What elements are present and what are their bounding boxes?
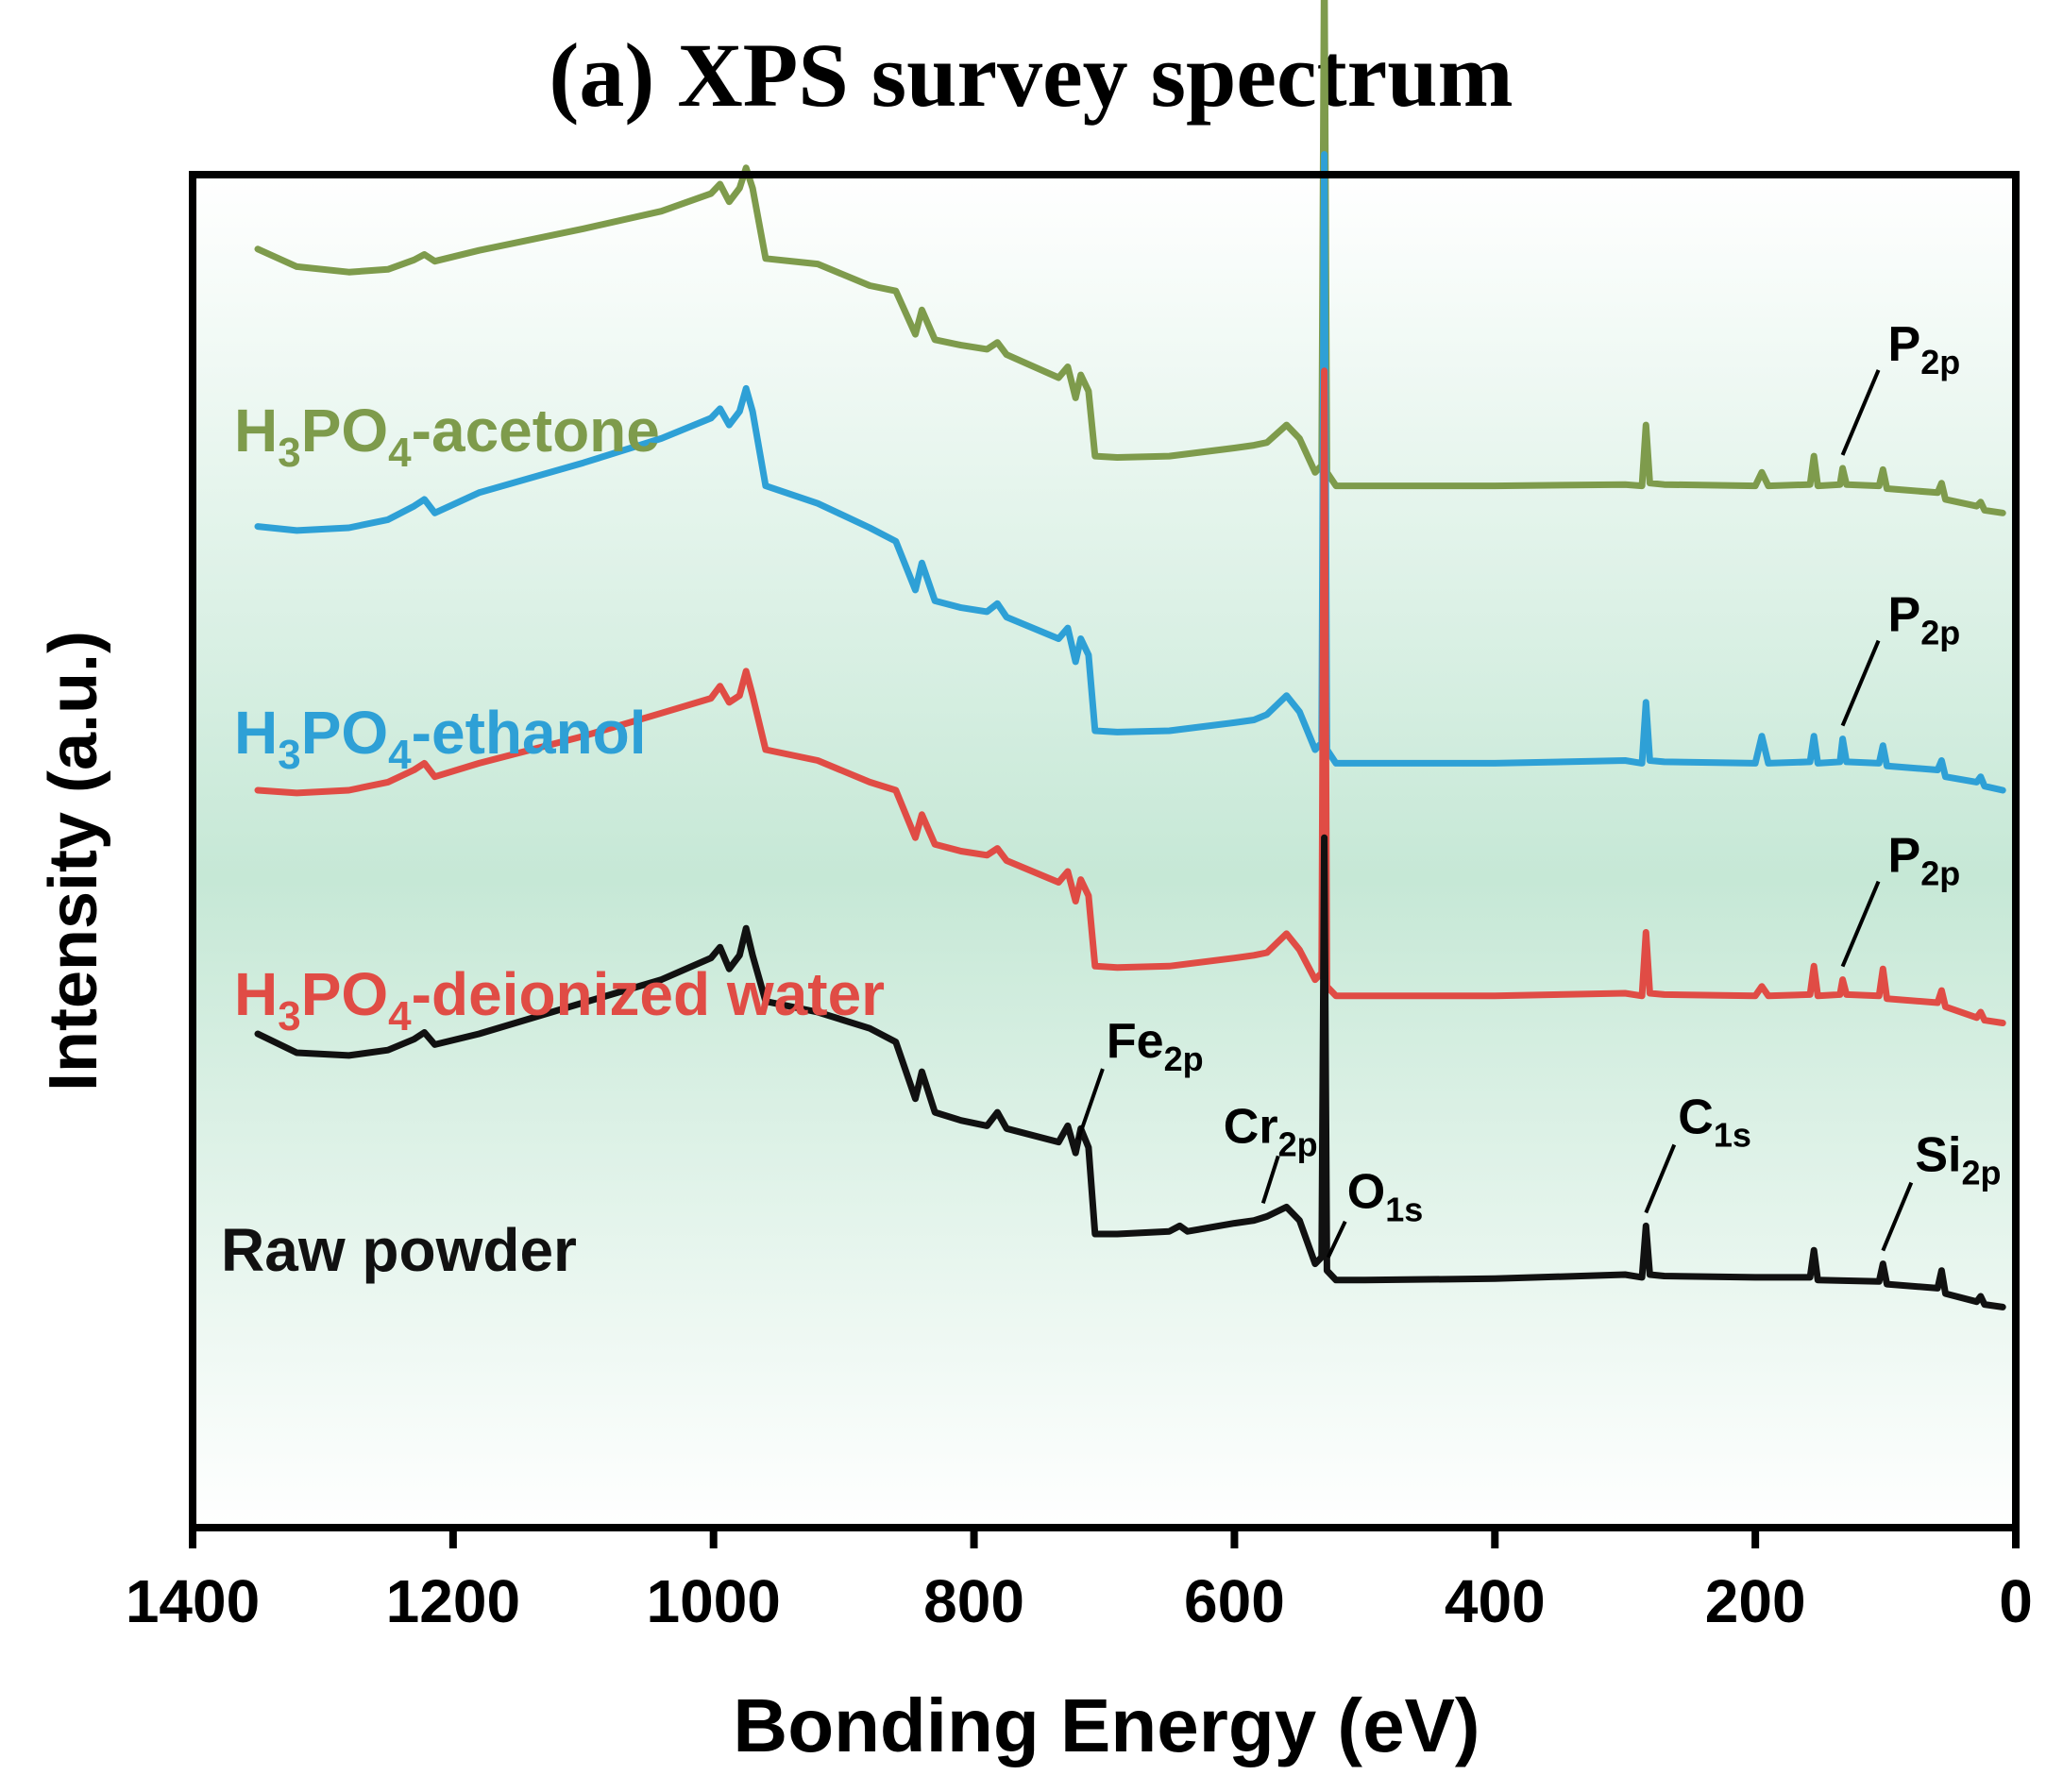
series-label-part: Raw powder [221,1216,577,1284]
annotation-p-2p: P2p [1888,588,1961,652]
series-label-part: 3 [278,430,300,476]
annotation-element: C [1678,1090,1714,1144]
series-label-layer: H3PO4-acetoneH3PO4-ethanolH3PO4-deionize… [221,397,885,1284]
series-label-raw-powder: Raw powder [221,1216,577,1284]
x-axis-label: Bonding Energy (eV) [733,1683,1480,1767]
plot-background [193,175,2016,1528]
annotation-o-1s: O1s [1347,1165,1424,1229]
x-tick-label: 1400 [126,1567,260,1635]
series-label-part: H [234,699,278,767]
series-label-part: -ethanol [412,699,647,767]
annotation-leader-line [1840,369,1881,456]
annotation-element: P [1888,588,1921,643]
series-line-h3po4-ethanol [254,151,2006,794]
y-axis-label: Intensity (a.u.) [36,631,111,1091]
series-label-h3po4-deionized-water: H3PO4-deionized water [234,960,885,1040]
series-label-part: 4 [388,430,412,476]
series-line-raw-powder [254,834,2006,1310]
x-tick-label: 0 [1999,1567,2033,1635]
x-axis-ticks: 1400 1200 1000 800 600 400 200 0 [126,1528,2033,1635]
x-tick-label: 200 [1705,1567,1806,1635]
annotation-leader-line [1260,1155,1280,1205]
annotation-leader-line [1881,1181,1914,1252]
series-label-h3po4-ethanol: H3PO4-ethanol [234,699,647,778]
annotation-orbital: 2p [1920,854,1960,893]
annotation-c-1s: C1s [1678,1090,1751,1154]
series-label-part: -acetone [412,397,660,465]
annotation-orbital: 1s [1385,1191,1423,1229]
series-line-h3po4-deionized-water [254,367,2006,1026]
series-label-part: 4 [388,993,412,1040]
annotation-orbital: 2p [1920,343,1960,381]
series-layer [254,0,2006,1310]
annotation-leader-line [1840,639,1881,727]
x-tick-label: 1000 [647,1567,781,1635]
series-label-part: 3 [278,993,300,1040]
annotation-p-2p: P2p [1888,317,1961,381]
annotation-element: P [1888,317,1921,372]
plot-frame [189,171,2020,1531]
series-label-part: 4 [388,732,412,778]
x-tick-label: 1200 [386,1567,520,1635]
annotation-orbital: 1s [1714,1115,1751,1154]
x-tick-label: 800 [923,1567,1024,1635]
series-label-part: -deionized water [412,960,885,1028]
series-label-part: PO [301,397,388,465]
series-label-part: H [234,960,278,1028]
series-label-part: PO [301,960,388,1028]
annotation-fe-2p: Fe2p [1107,1014,1204,1078]
series-label-part: PO [301,699,388,767]
series-label-part: H [234,397,278,465]
annotation-cr-2p: Cr2p [1224,1099,1318,1163]
annotation-leader-line [1644,1143,1677,1214]
annotation-leader-line [1840,880,1881,968]
series-label-h3po4-acetone: H3PO4-acetone [234,397,660,476]
x-tick-label: 600 [1184,1567,1285,1635]
x-tick-label: 400 [1445,1567,1546,1635]
annotation-p-2p: P2p [1888,829,1961,893]
annotation-leader-line [1326,1220,1347,1259]
annotation-leader-line [1076,1068,1105,1141]
annotation-element: Si [1915,1128,1961,1183]
annotation-element: Fe [1107,1014,1164,1069]
annotation-element: P [1888,829,1921,884]
annotation-orbital: 2p [1164,1040,1204,1078]
annotation-element: O [1347,1165,1385,1220]
annotation-orbital: 2p [1278,1124,1318,1163]
series-line-h3po4-acetone [254,0,2006,516]
chart-title: (a) XPS survey spectrum [549,25,1513,126]
annotation-orbital: 2p [1920,614,1960,652]
annotation-element: Cr [1224,1099,1278,1154]
series-label-part: 3 [278,732,300,778]
annotation-si-2p: Si2p [1915,1128,2001,1192]
annotation-orbital: 2p [1961,1154,2001,1192]
